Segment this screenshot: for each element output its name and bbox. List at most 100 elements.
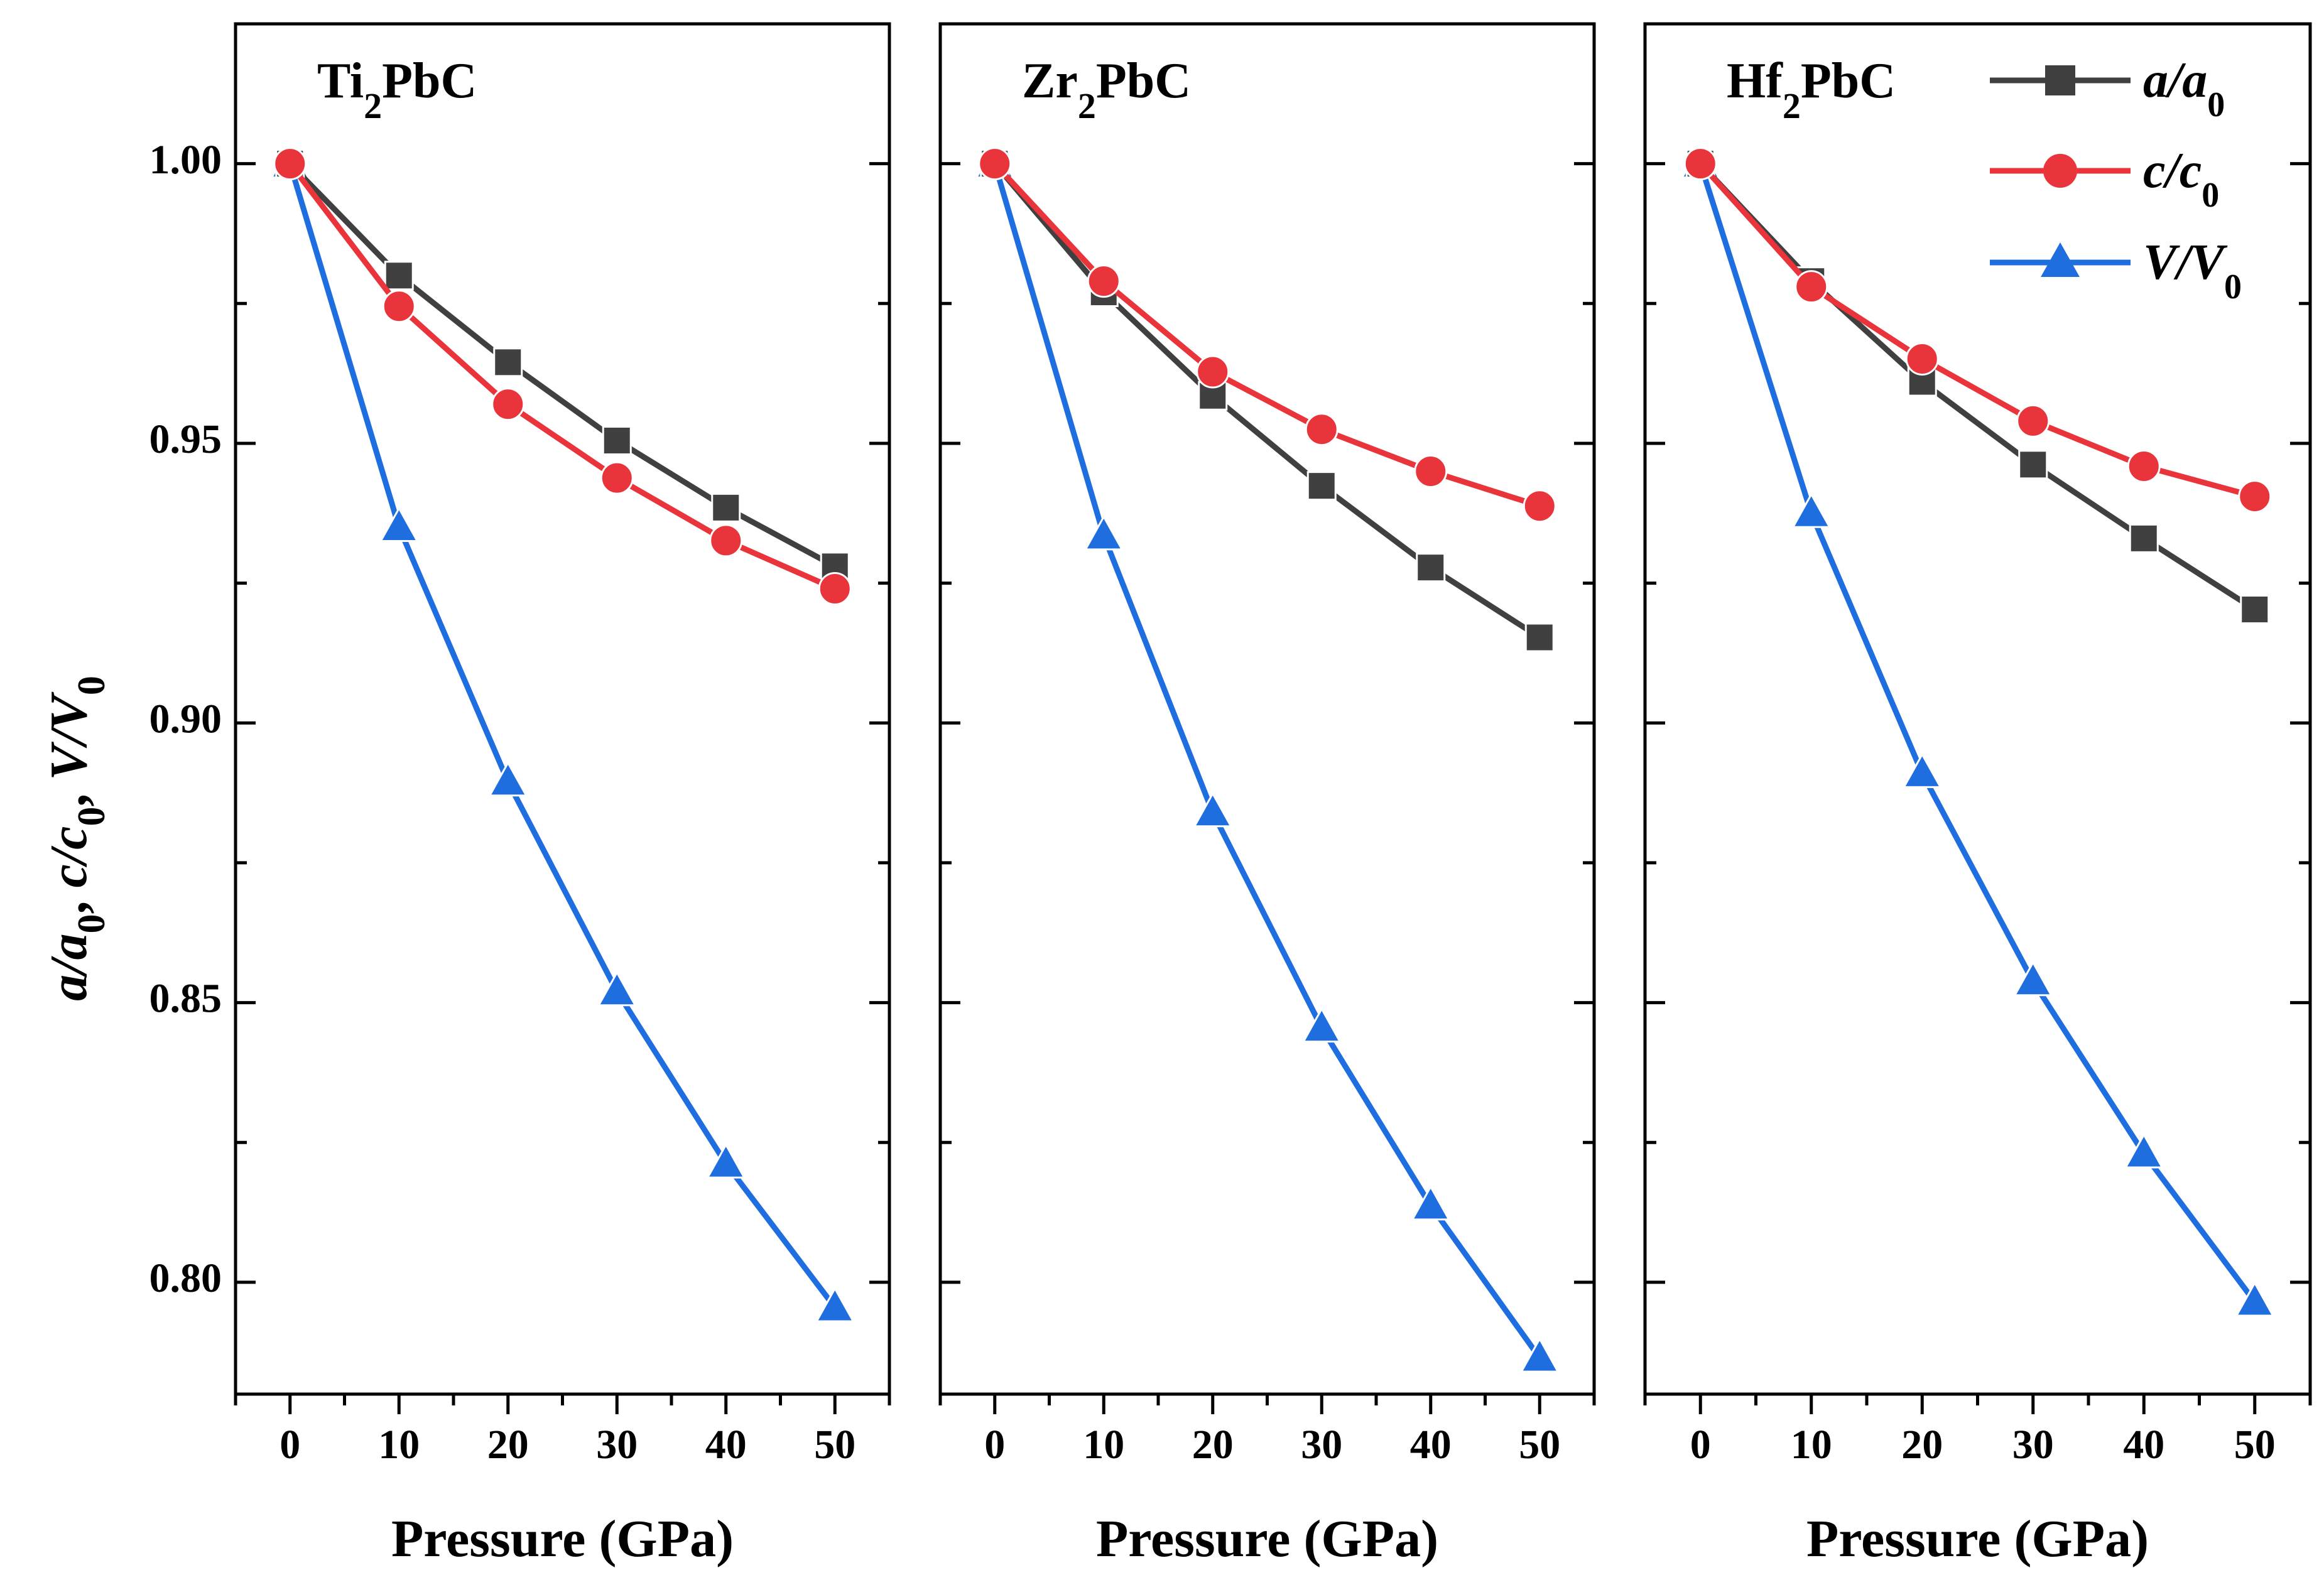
x-tick-label: 40: [705, 1422, 747, 1468]
marker-v-triangle: [815, 1286, 855, 1323]
panel-title-element: Ti: [317, 53, 364, 109]
panel-title-subscript: 2: [364, 85, 382, 126]
marker-c-circle: [1523, 489, 1556, 523]
series-line-c: [1698, 161, 2256, 499]
marker-v-triangle: [1519, 1337, 1560, 1373]
y-axis-title-part: c/c: [40, 826, 98, 888]
x-tick-label: 20: [1192, 1422, 1234, 1468]
marker-a-square: [2240, 594, 2270, 624]
marker-a-square: [1416, 553, 1446, 583]
y-tick-label: 1.00: [149, 137, 222, 183]
marker-c-circle: [978, 147, 1012, 181]
panel-title-rest: PbC: [382, 53, 477, 109]
y-axis-title-text: a/a0, c/c0, V/V0: [40, 676, 113, 1001]
marker-v-triangle: [2013, 960, 2053, 997]
x-tick-label: 0: [1690, 1422, 1711, 1468]
marker-v-triangle: [706, 1142, 746, 1179]
marker-c-circle: [818, 572, 852, 606]
marker-c-circle: [382, 289, 416, 323]
y-tick-label: 0.95: [149, 416, 222, 462]
y-axis-title-separator: ,: [40, 781, 98, 807]
x-tick-label: 40: [1410, 1422, 1452, 1468]
x-tick-label: 0: [280, 1422, 300, 1468]
y-tick-label: 0.80: [149, 1255, 222, 1301]
marker-v-triangle: [2124, 1132, 2164, 1169]
legend: a/a0c/c0V/V0: [1990, 53, 2242, 306]
y-tick-label: 0.85: [149, 976, 222, 1022]
marker-v-triangle: [488, 760, 528, 797]
panel-title-rest: PbC: [1801, 53, 1896, 109]
y-axis-title-subscript: 0: [70, 914, 113, 933]
panel-title-element: Zr: [1022, 53, 1078, 109]
legend-marker-square: [2045, 65, 2075, 95]
legend-label-V: V/V0: [2143, 235, 2242, 306]
y-axis-title-subscript: 0: [70, 676, 113, 695]
marker-c-circle: [2127, 449, 2161, 483]
y-axis-title-separator: ,: [40, 887, 98, 914]
x-tick-label: 20: [487, 1422, 529, 1468]
marker-a-square: [711, 492, 741, 522]
panel-title-subscript: 2: [1078, 85, 1096, 126]
plot-frame: [1643, 22, 2312, 1396]
x-tick-label: 20: [1901, 1422, 1943, 1468]
marker-v-triangle: [1083, 514, 1124, 551]
marker-c-circle: [1795, 270, 1828, 304]
legend-label-subscript: 0: [2202, 176, 2219, 215]
panels: 0.800.850.900.951.000 10 20 30 40 50Pressure …: [149, 22, 2312, 1568]
marker-v-triangle: [1193, 791, 1233, 828]
y-axis-title-subscript: 0: [70, 807, 113, 826]
marker-a-square: [384, 261, 414, 291]
marker-c-circle: [1414, 454, 1448, 488]
series-line-a: [288, 161, 837, 569]
panel-title: Hf2PbC: [1727, 53, 1896, 126]
legend-marker-triangle: [2041, 242, 2080, 277]
panel-title-element: Hf: [1727, 53, 1783, 109]
panel-title: Ti2PbC: [317, 53, 477, 126]
marker-v-triangle: [1301, 1007, 1342, 1043]
legend-label-a: a/a0: [2143, 53, 2225, 124]
series-line-c: [992, 161, 1541, 509]
x-tick-label: 10: [1791, 1422, 1832, 1468]
panel-title: Zr2PbC: [1022, 53, 1191, 126]
series-line-c: [288, 161, 837, 592]
legend-label-subscript: 0: [2224, 268, 2242, 306]
x-tick-label: 0: [984, 1422, 1005, 1468]
legend-label-main: c/c: [2143, 143, 2202, 198]
legend-label-c: c/c0: [2143, 143, 2219, 215]
y-axis-title: a/a0, c/c0, V/V0: [40, 676, 113, 1001]
x-tick-label: 50: [814, 1422, 855, 1468]
series-line-a: [992, 161, 1541, 640]
marker-v-triangle: [2235, 1280, 2275, 1317]
marker-v-triangle: [597, 970, 637, 1007]
marker-c-circle: [2238, 480, 2272, 514]
marker-c-circle: [273, 147, 307, 181]
legend-label-subscript: 0: [2207, 85, 2225, 124]
series-line-V: [287, 163, 837, 1309]
marker-c-circle: [1305, 413, 1338, 446]
series-line-V: [992, 163, 1542, 1360]
y-tick-label: 0.90: [149, 696, 222, 742]
marker-v-triangle: [379, 506, 419, 543]
panel-title-rest: PbC: [1096, 53, 1191, 109]
marker-a-square: [1524, 622, 1555, 652]
marker-a-square: [1306, 471, 1337, 501]
marker-c-circle: [600, 461, 634, 495]
marker-a-square: [2018, 450, 2048, 480]
plot-frame: [234, 22, 891, 1396]
panel-zr2pbc: 0 10 20 30 40 50 Pressure (GPa) Zr2PbC: [938, 22, 1596, 1568]
series-line-V: [1697, 163, 2257, 1304]
marker-a-square: [493, 347, 523, 377]
x-tick-label: 10: [1083, 1422, 1124, 1468]
panel-title-subscript: 2: [1783, 85, 1801, 126]
x-tick-label: 30: [2012, 1422, 2054, 1468]
plot-frame: [938, 22, 1596, 1396]
marker-v-triangle: [1791, 492, 1832, 528]
legend-label-main: a/a: [2143, 53, 2207, 108]
marker-c-circle: [1905, 342, 1939, 376]
x-axis-title: Pressure (GPa): [1096, 1510, 1438, 1568]
marker-c-circle: [1087, 264, 1121, 298]
marker-v-triangle: [1902, 752, 1942, 788]
marker-a-square: [602, 426, 632, 456]
